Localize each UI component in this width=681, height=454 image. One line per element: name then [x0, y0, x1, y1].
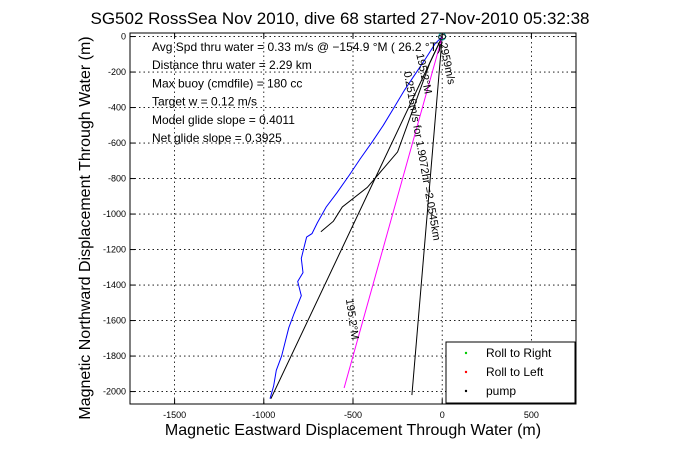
y-tick-label: -1400: [103, 280, 126, 290]
x-tick-label: 500: [524, 410, 539, 420]
y-tick-label: 0: [121, 32, 126, 42]
y-tick-label: -1000: [103, 209, 126, 219]
y-tick-label: -1200: [103, 245, 126, 255]
chart-title: SG502 RossSea Nov 2010, dive 68 started …: [91, 9, 590, 28]
legend-marker: [464, 389, 468, 393]
legend-label: Roll to Right: [486, 346, 552, 360]
annotation-line: Avg Spd thru water = 0.33 m/s @ −154.9 °…: [152, 40, 441, 54]
y-tick-label: -1800: [103, 351, 126, 361]
legend-box: [445, 341, 576, 404]
series-line-1: [269, 36, 443, 399]
grid: [130, 33, 576, 404]
annotation-line: Max buoy (cmdfile) = 180 cc: [152, 76, 302, 90]
series-line-3: [270, 36, 443, 399]
annotation-line: Net glide slope = 0.3925: [152, 131, 282, 145]
annotation-line: Distance thru water = 2.29 km: [152, 58, 312, 72]
y-tick-label: -600: [108, 138, 126, 148]
annotation-line: Target w = 0.12 m/s: [152, 95, 257, 109]
legend-label: pump: [486, 384, 516, 398]
y-axis-ticks: 0 -200 -400 -600 -800 -1000 -1200 -1400 -1600 -18…: [103, 32, 576, 397]
y-tick-label: -200: [108, 67, 126, 77]
y-tick-label: -1600: [103, 316, 126, 326]
y-tick-label: -800: [108, 174, 126, 184]
x-tick-label: -500: [344, 410, 362, 420]
series-line-5: [343, 36, 443, 389]
y-tick-label: -2000: [103, 387, 126, 397]
x-axis-label: Magnetic Eastward Displacement Through W…: [165, 422, 541, 439]
series-layer: [269, 32, 447, 399]
x-tick-label: 0: [440, 410, 445, 420]
legend-label: Roll to Left: [486, 365, 544, 379]
legend-marker: [464, 370, 468, 374]
line-label: 195.2°M: [343, 298, 361, 340]
legend: Roll to Right Roll to Left pump: [445, 341, 576, 404]
y-axis-label: Magnetic Northward Displacement Through …: [77, 36, 94, 419]
series-line-4: [411, 36, 443, 396]
annotation-line: Model glide slope = 0.4011: [152, 113, 295, 127]
info-annotations: Avg Spd thru water = 0.33 m/s @ −154.9 °…: [152, 40, 441, 145]
y-tick-label: -400: [108, 103, 126, 113]
legend-marker: [464, 351, 468, 355]
x-tick-label: -1500: [163, 410, 186, 420]
x-tick-label: -1000: [252, 410, 275, 420]
